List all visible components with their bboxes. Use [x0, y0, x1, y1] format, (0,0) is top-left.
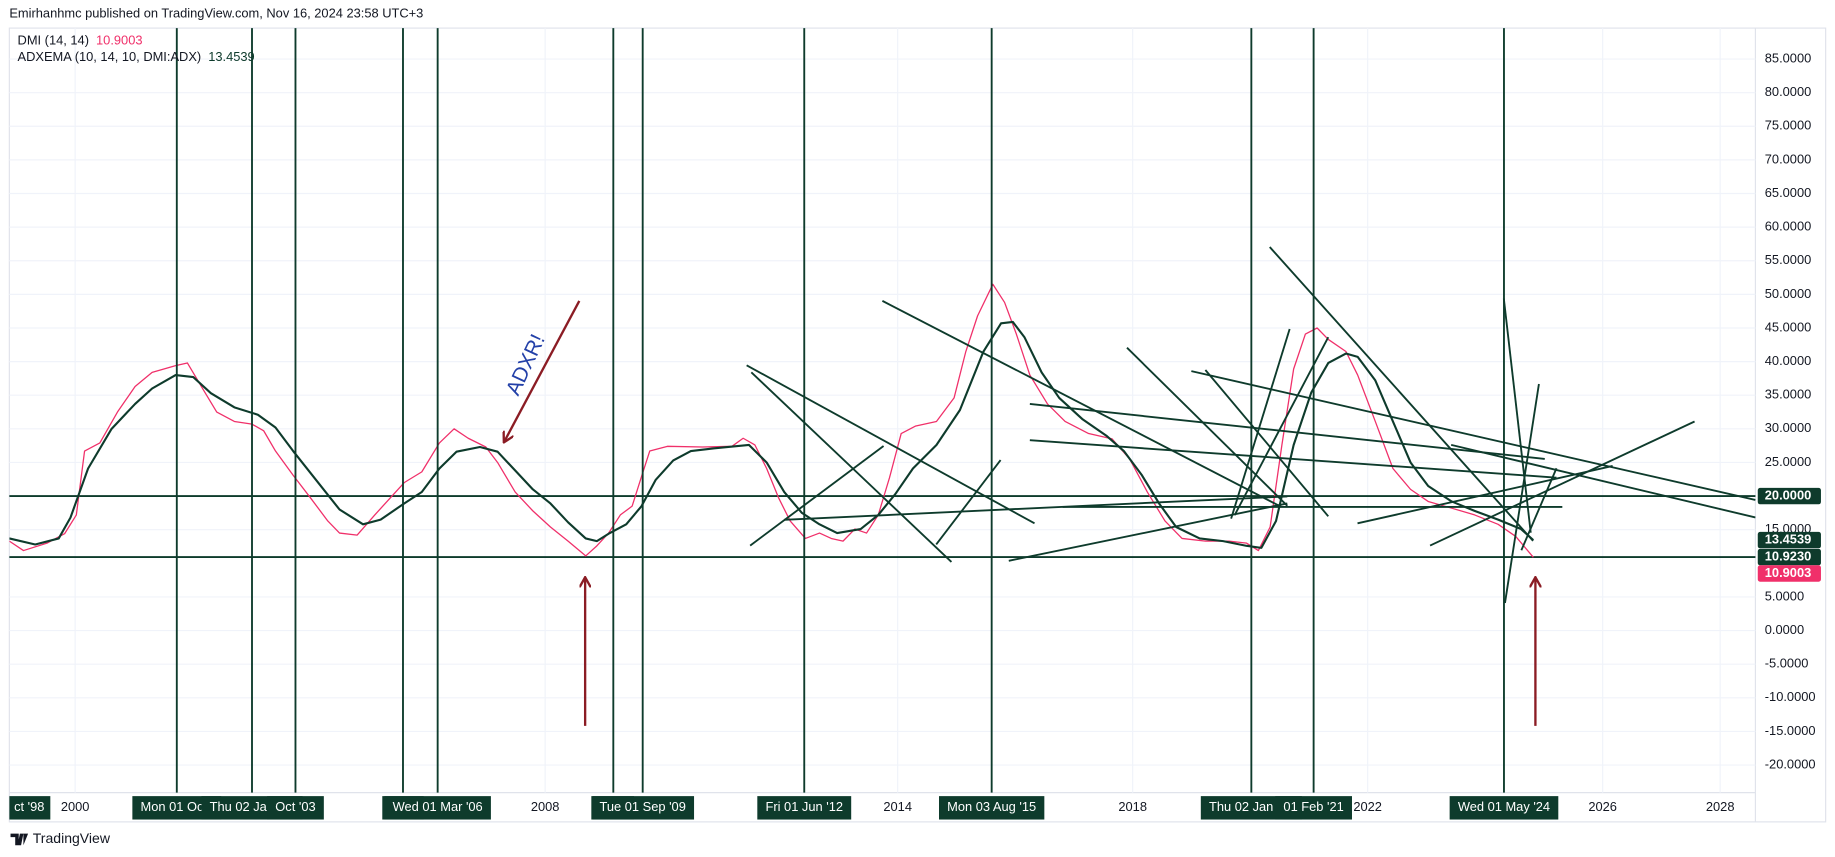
legend-value: 10.9003: [96, 32, 142, 47]
trend-line: [1502, 298, 1532, 533]
x-tick-label: 2014: [883, 799, 912, 814]
footer-brand: TradingView: [33, 830, 111, 846]
value-label: 20.0000: [1765, 487, 1811, 502]
date-label-box: [591, 796, 695, 820]
y-tick-label: -20.0000: [1765, 756, 1816, 771]
y-tick-label: 5.0000: [1765, 588, 1804, 603]
legend-name: ADXEMA (10, 14, 10, DMI:ADX): [18, 49, 202, 64]
trend-line: [1429, 420, 1695, 547]
grid: [9, 28, 1756, 793]
trend-line: [1008, 502, 1288, 562]
trend-lines: [746, 246, 1756, 604]
date-label: Wed 01 Mar '06: [393, 799, 483, 814]
date-label: Oct '03: [275, 799, 315, 814]
trend-line: [750, 371, 953, 563]
trend-line: [1204, 369, 1329, 517]
x-tick-label: 2018: [1118, 799, 1147, 814]
y-tick-label: 25.0000: [1765, 454, 1811, 469]
date-label-box: [384, 796, 491, 820]
value-label: 10.9003: [1765, 565, 1811, 580]
date-label: 01 Feb '21: [1283, 799, 1343, 814]
trend-line: [749, 445, 885, 547]
date-label: Thu 02 Jan '20: [1209, 799, 1294, 814]
trend-line: [1357, 465, 1613, 525]
y-tick-label: 70.0000: [1765, 151, 1811, 166]
legend-value: 13.4539: [208, 49, 254, 64]
value-label-box: [1757, 531, 1821, 549]
value-label: 10.9230: [1765, 549, 1811, 564]
date-label: Tue 01 Sep '09: [600, 799, 686, 814]
y-tick-label: 60.0000: [1765, 219, 1811, 234]
series-layer: [9, 283, 1535, 558]
value-label-box: [1757, 565, 1821, 582]
arrows: [504, 300, 1535, 726]
x-tick-label: 2008: [531, 799, 560, 814]
date-label-box: [1449, 796, 1559, 820]
series-line: [9, 283, 1534, 558]
y-tick-label: 65.0000: [1765, 185, 1811, 200]
y-tick-label: 50.0000: [1765, 286, 1811, 301]
date-label-box: [1275, 796, 1352, 820]
x-tick-label: 2028: [1706, 799, 1735, 814]
x-tick-label: 2022: [1353, 799, 1382, 814]
logo: [10, 833, 29, 846]
value-label: 13.4539: [1765, 532, 1811, 547]
y-tick-label: 85.0000: [1765, 50, 1811, 65]
trend-line: [1191, 370, 1756, 501]
trend-line: [1029, 439, 1557, 479]
axes: 85.0000 80.0000 75.0000 70.0000 65.0000 60.00…: [61, 50, 1821, 814]
date-label-box: [132, 796, 222, 820]
trend-line: [1126, 347, 1288, 507]
y-tick-label: 80.0000: [1765, 84, 1811, 99]
trend-line: [746, 364, 1035, 525]
y-tick-label: -10.0000: [1765, 689, 1816, 704]
date-label: Mon 03 Aug '15: [947, 799, 1036, 814]
legend: DMI (14, 14) 10.9003 ADXEMA (10, 14, 10, D…: [18, 32, 255, 63]
y-tick-label: -5.0000: [1765, 656, 1809, 671]
y-tick-label: 0.0000: [1765, 622, 1804, 637]
trend-line: [1029, 402, 1545, 460]
trend-line: [1450, 443, 1756, 519]
y-tick-label: 35.0000: [1765, 387, 1811, 402]
trend-line: [1520, 467, 1558, 551]
trend-line: [881, 300, 1282, 508]
value-label-box: [1757, 548, 1821, 566]
value-label-box: [1757, 487, 1821, 505]
date-label: Mon 01 Oct ': [141, 799, 213, 814]
y-tick-label: 45.0000: [1765, 319, 1811, 334]
y-tick-label: 55.0000: [1765, 252, 1811, 267]
y-tick-label: 75.0000: [1765, 118, 1811, 133]
legend-name: DMI (14, 14): [18, 32, 89, 47]
date-label-box: [267, 796, 324, 820]
date-label-box: [757, 796, 852, 820]
trend-line: [1504, 383, 1540, 604]
date-label: Fri 01 Jun '12: [766, 799, 843, 814]
trend-line: [1233, 336, 1330, 516]
edge-label: ct '98: [14, 799, 44, 814]
x-tick-label: 2026: [1588, 799, 1617, 814]
arrow: [504, 300, 581, 441]
y-tick-label: 40.0000: [1765, 353, 1811, 368]
chart-frame: [8, 27, 1827, 823]
date-label: Wed 01 May '24: [1458, 799, 1550, 814]
trend-line: [935, 459, 1002, 545]
edge-label-box: [9, 796, 51, 820]
y-tick-label: -15.0000: [1765, 723, 1816, 738]
trend-line: [784, 495, 1288, 521]
header-text: Emirhanhmc published on TradingView.com,…: [9, 5, 423, 20]
date-label-box: [939, 796, 1045, 820]
series-line: [9, 320, 1535, 549]
x-tick-label: 2000: [61, 799, 90, 814]
trend-line: [1230, 328, 1291, 519]
y-tick-label: 30.0000: [1765, 420, 1811, 435]
